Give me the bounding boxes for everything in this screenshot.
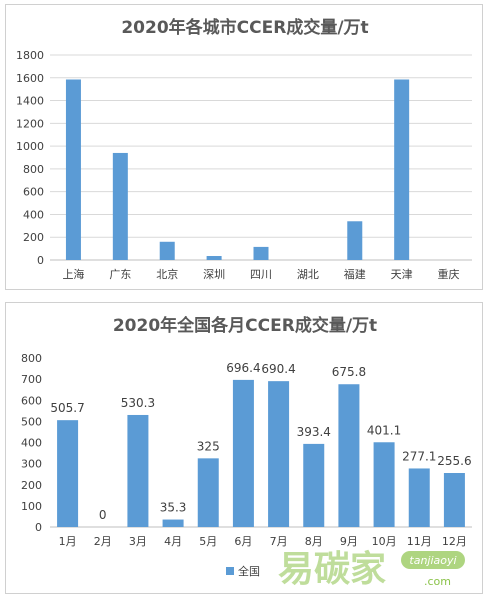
bar — [197, 458, 219, 527]
x-tick-label: 重庆 — [438, 267, 460, 281]
x-tick-label: 四川 — [250, 268, 272, 281]
x-tick-label: 8月 — [305, 535, 323, 548]
city-chart: 2020年各城市CCER成交量/万t 0 200 400 600 800 1000 1200… — [16, 17, 472, 281]
y-tick-label: 400 — [23, 208, 44, 221]
y-tick-label: 200 — [21, 479, 42, 492]
y-tick-label: 0 — [35, 521, 42, 534]
bar — [159, 241, 175, 260]
x-tick-label: 广东 — [109, 268, 131, 281]
chart-title: 2020年各城市CCER成交量/万t — [121, 17, 368, 38]
y-tick-label: 100 — [21, 500, 42, 513]
x-tick-label: 12月 — [442, 535, 467, 548]
chart-title: 2020年全国各月CCER成交量/万t — [113, 315, 377, 336]
y-tick-label: 1400 — [16, 95, 44, 108]
bar — [394, 79, 410, 260]
watermark: 易碳家 tanjiaoyi .com — [278, 549, 465, 590]
y-tick-label: 1200 — [16, 117, 44, 130]
bar — [57, 420, 79, 527]
y-tick-label: 400 — [21, 437, 42, 450]
bar — [65, 79, 81, 260]
x-tick-label: 7月 — [270, 535, 288, 548]
y-tick-label: 200 — [23, 231, 44, 244]
bar — [112, 152, 128, 260]
y-tick-label: 700 — [21, 373, 42, 386]
x-tick-label: 11月 — [407, 535, 432, 548]
data-label: 325 — [197, 439, 220, 453]
y-tick-label: 800 — [23, 163, 44, 176]
y-tick-label: 600 — [21, 394, 42, 407]
data-label: 393.4 — [297, 425, 331, 439]
y-tick-label: 300 — [21, 458, 42, 471]
bar — [303, 443, 325, 527]
watermark-sub: tanjiaoyi — [409, 554, 456, 567]
watermark-logo-text: 易碳家 — [278, 549, 386, 590]
bar — [373, 442, 395, 527]
legend-label: 全国 — [238, 564, 260, 578]
y-tick-label: 1800 — [16, 49, 44, 62]
watermark-suffix: .com — [424, 575, 451, 588]
x-tick-label: 6月 — [234, 535, 252, 548]
y-tick-label: 800 — [21, 352, 42, 365]
data-label: 505.7 — [50, 401, 84, 415]
legend-swatch — [226, 567, 234, 575]
x-tick-label: 北京 — [156, 267, 178, 281]
legend: 全国 — [226, 564, 260, 578]
bar — [408, 468, 430, 527]
monthly-chart-panel: 2020年全国各月CCER成交量/万t 0 100 200 300 400 500 600 7… — [5, 302, 483, 594]
bar — [338, 384, 360, 527]
y-tick-label: 600 — [23, 186, 44, 199]
y-tick-label: 1600 — [16, 72, 44, 85]
x-tick-label: 2月 — [94, 535, 112, 548]
bar — [268, 381, 290, 527]
bar — [232, 379, 254, 527]
y-tick-label: 0 — [37, 254, 44, 267]
city-chart-panel: 2020年各城市CCER成交量/万t 0 200 400 600 800 1000 1200… — [5, 4, 483, 290]
x-tick-label: 10月 — [372, 535, 397, 548]
bar — [162, 519, 184, 527]
bar — [206, 256, 222, 260]
x-tick-label: 4月 — [164, 535, 182, 548]
y-tick-label: 1000 — [16, 140, 44, 153]
bar — [347, 221, 363, 260]
data-label: 0 — [99, 508, 107, 522]
data-label: 696.4 — [226, 361, 260, 375]
data-label: 530.3 — [121, 396, 155, 410]
bar — [443, 473, 465, 527]
x-tick-label: 3月 — [129, 535, 147, 548]
data-label: 277.1 — [402, 449, 436, 463]
data-label: 255.6 — [437, 454, 471, 468]
x-tick-label: 9月 — [340, 535, 358, 548]
data-label: 401.1 — [367, 423, 401, 437]
x-tick-label: 福建 — [344, 267, 366, 281]
x-tick-label: 湖北 — [297, 268, 319, 281]
x-tick-label: 1月 — [59, 535, 77, 548]
data-label: 35.3 — [160, 501, 187, 515]
y-tick-label: 500 — [21, 415, 42, 428]
monthly-chart: 2020年全国各月CCER成交量/万t 0 100 200 300 400 500 600 7… — [21, 315, 472, 590]
bar — [127, 414, 149, 527]
watermark-badge — [401, 551, 465, 569]
x-tick-label: 深圳 — [203, 268, 225, 281]
data-label: 675.8 — [332, 365, 366, 379]
x-tick-label: 上海 — [62, 267, 84, 281]
bar — [253, 246, 269, 260]
x-tick-label: 5月 — [199, 535, 217, 548]
data-label: 690.4 — [261, 362, 295, 376]
x-tick-label: 天津 — [391, 268, 413, 281]
